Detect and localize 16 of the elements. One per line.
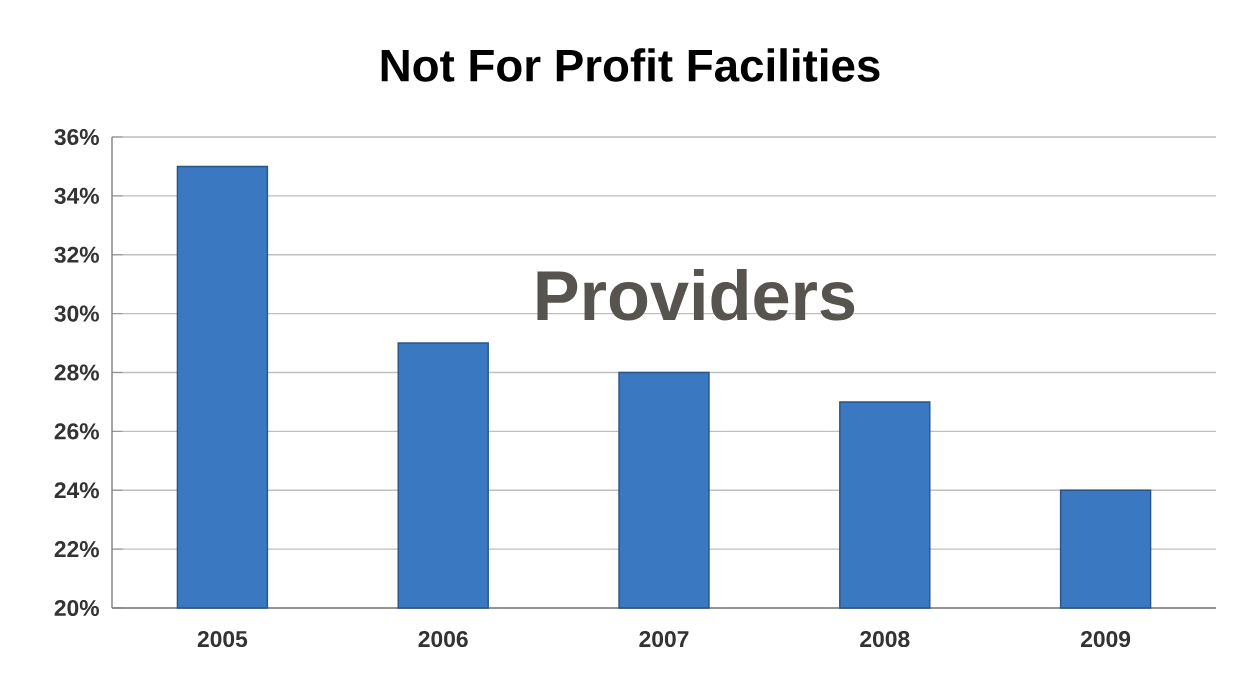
y-tick-label: 20%: [54, 599, 99, 617]
annotation: Providers: [537, 268, 855, 321]
x-tick-label: 2005: [197, 630, 248, 648]
y-tick-label: 24%: [54, 482, 99, 499]
y-tick-label: 36%: [54, 128, 99, 146]
x-tick-label: 2008: [860, 630, 910, 648]
x-tick-label: 2007: [639, 630, 689, 648]
x-tick-label: 2006: [418, 630, 468, 648]
y-tick-label: 26%: [54, 423, 99, 440]
y-tick-label: 32%: [54, 246, 99, 263]
y-tick-label: 22%: [54, 541, 99, 558]
y-tick-label: 34%: [54, 187, 99, 204]
y-tick-label: 30%: [54, 305, 99, 322]
y-tick-label: 28%: [54, 364, 99, 381]
chart-title: Not For Profit Facilities: [381, 48, 880, 82]
x-tick-label: 2009: [1080, 630, 1131, 648]
